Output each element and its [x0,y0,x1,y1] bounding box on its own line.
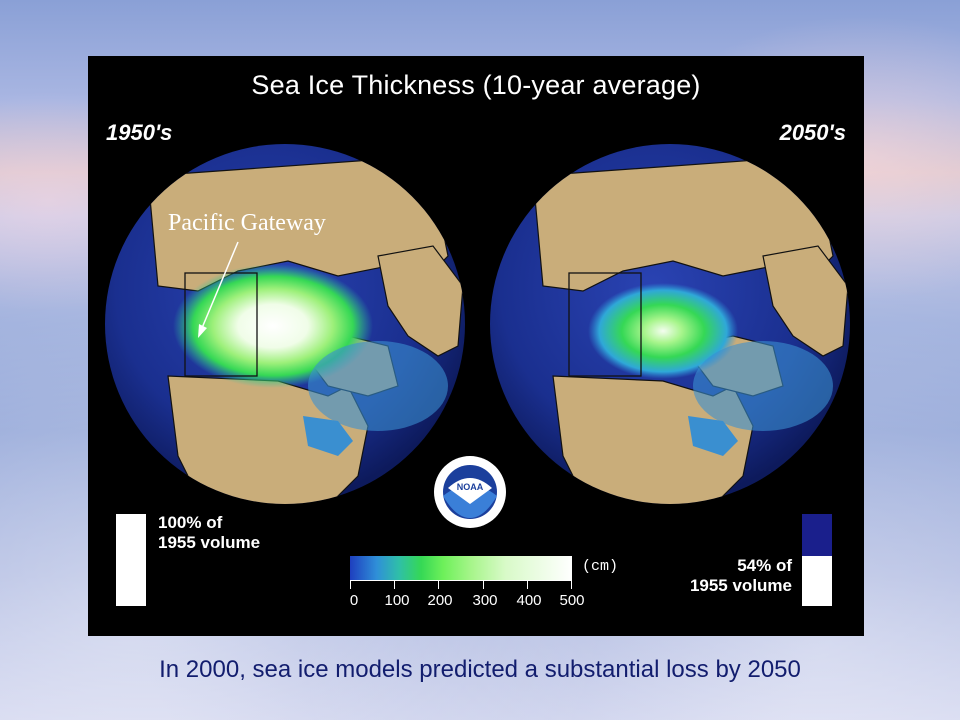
left-volume-line1: 100% of [158,513,223,532]
logo-text: NOAA [457,482,484,492]
colorbar-tick [571,581,572,589]
globes-graphic: NOAA [105,144,850,528]
colorbar-tick-label: 200 [427,592,453,609]
colorbar-axis [350,580,572,589]
left-volume-bar [116,514,146,606]
colorbar-tick-label: 300 [472,592,498,609]
right-volume-line2: 1955 volume [689,576,792,595]
right-volume-bar [802,514,832,606]
noaa-logo: NOAA [434,456,506,528]
pacific-gateway-label: Pacific Gateway [168,210,326,236]
colorbar-unit: (cm) [582,558,619,575]
colorbar-tick [527,581,528,589]
figure-title: Sea Ice Thickness (10-year average) [251,70,701,100]
colorbar-tick-label: 100 [384,592,410,609]
right-volume-text: 54% of 1955 volume [690,556,792,596]
thickness-colorbar [350,556,572,580]
left-volume-line2: 1955 volume [158,533,261,552]
globe-1950s [105,144,465,504]
slide-caption: In 2000, sea ice models predicted a subs… [159,656,801,683]
colorbar-tick [438,581,439,589]
colorbar-tick-label: 0 [349,592,359,609]
colorbar-tick-label: 500 [559,592,585,609]
colorbar-tick [483,581,484,589]
gateway-arrow [198,241,239,338]
colorbar-tick [350,581,351,589]
colorbar-tick [394,581,395,589]
left-decade-label: 1950's [106,120,173,145]
globe-2050s [490,144,850,504]
right-volume-line1: 54% of [737,556,792,575]
right-volume-loss [802,514,832,557]
right-decade-label: 2050's [779,120,846,145]
left-volume-text: 100% of 1955 volume [158,513,260,553]
figure-panel: NOAA Sea Ice Thickness (10-year average)… [88,56,864,636]
colorbar-tick-label: 400 [516,592,542,609]
